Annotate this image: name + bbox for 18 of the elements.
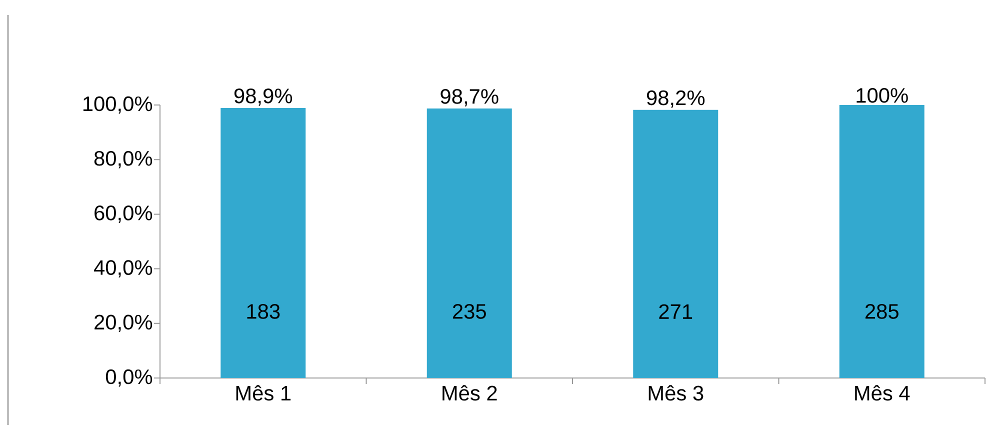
data-label: 100% [856, 88, 908, 103]
y-tick-label: 0,0% [106, 369, 152, 387]
data-label: 98,2% [646, 90, 705, 108]
x-tick-label: Mês 2 [442, 385, 497, 401]
y-tick-label: 80,0% [94, 150, 152, 168]
annotation: 271 [659, 304, 692, 319]
y-tick-label: 60,0% [94, 206, 152, 223]
x-tick-label: Mês 1 [236, 385, 291, 401]
y-tick-label: 20,0% [94, 314, 152, 332]
x-tick-label: Mês 3 [648, 385, 704, 401]
y-tick-label: 40,0% [94, 260, 152, 278]
x-tick-label: Mês 4 [855, 385, 910, 401]
data-label: 98,7% [440, 89, 498, 106]
annotation: 183 [247, 304, 280, 319]
data-label: 98,9% [234, 88, 292, 106]
annotation: 235 [452, 304, 486, 319]
y-tick-label: 100,0% [83, 96, 152, 114]
annotation: 285 [865, 304, 898, 319]
